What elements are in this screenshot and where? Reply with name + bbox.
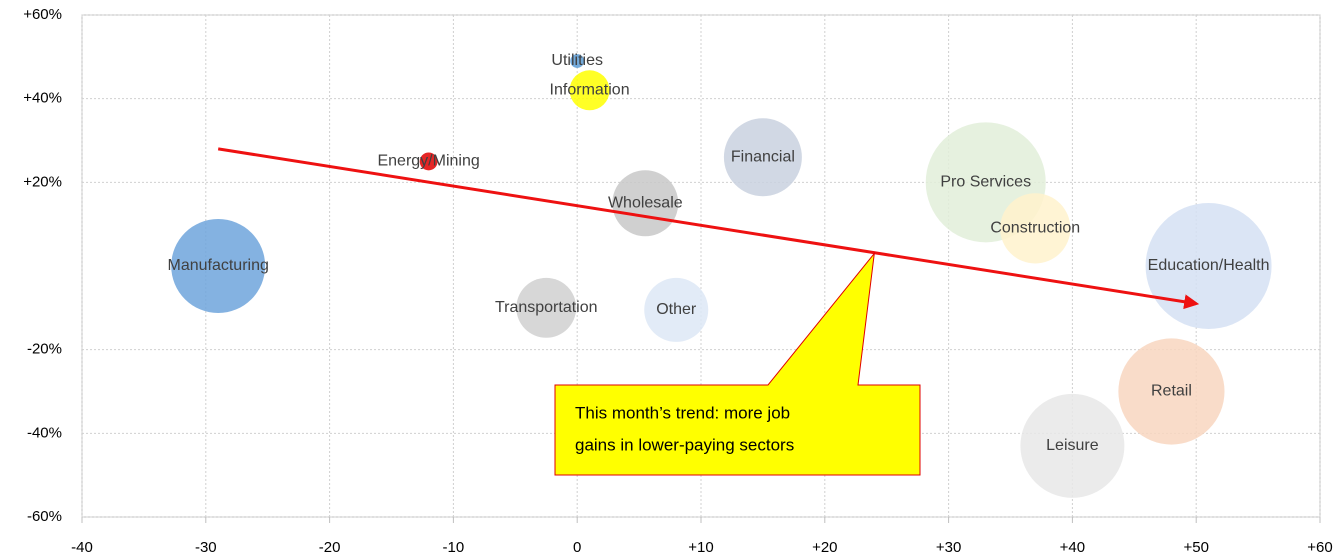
y-tick-label: -20%: [27, 341, 62, 358]
bubble: [644, 277, 709, 342]
bubble-label: Information: [550, 82, 630, 99]
bubble-label: Wholesale: [608, 194, 683, 211]
callout-text: gains in lower-paying sectors: [575, 435, 794, 454]
x-tick-label: +30: [936, 539, 961, 556]
bubble-label: Financial: [731, 148, 795, 165]
bubble-label: Transportation: [495, 299, 598, 316]
bubble-label: Pro Services: [940, 174, 1031, 191]
x-tick-label: -30: [195, 539, 217, 556]
callout: [554, 251, 921, 476]
bubble: [1000, 193, 1071, 264]
x-tick-label: -10: [443, 539, 465, 556]
y-tick-label: +60%: [23, 6, 62, 23]
y-tick-label: +20%: [23, 173, 62, 190]
x-tick-label: 0: [573, 539, 581, 556]
bubble: [1145, 203, 1272, 329]
bubble-label: Other: [656, 301, 697, 318]
bubble-label: Utilities: [551, 52, 603, 69]
x-tick-label: +60: [1307, 539, 1332, 556]
bubble: [570, 54, 585, 68]
bubble-label: Energy/Mining: [377, 153, 479, 170]
bubble: [723, 118, 802, 197]
bubble: [569, 70, 610, 111]
x-tick-label: +20: [812, 539, 837, 556]
bubble: [419, 152, 438, 171]
bubble-label: Education/Health: [1148, 257, 1270, 274]
callout-text: This month’s trend: more job: [575, 403, 790, 422]
y-tick-label: +40%: [23, 90, 62, 107]
bubble-label: Construction: [990, 220, 1080, 237]
x-tick-label: +10: [688, 539, 713, 556]
trend-arrow: [217, 147, 1200, 310]
x-tick-label: +40: [1060, 539, 1085, 556]
y-tick-label: -60%: [27, 508, 62, 525]
bubble: [1118, 338, 1225, 445]
bubble-label: Retail: [1151, 383, 1192, 400]
bubble-label: Leisure: [1046, 437, 1099, 454]
bubble: [516, 277, 577, 338]
x-tick-label: -20: [319, 539, 341, 556]
bubble-label: Manufacturing: [167, 257, 268, 274]
bubble: [1020, 393, 1125, 498]
x-tick-label: -40: [71, 539, 93, 556]
y-tick-label: -40%: [27, 424, 62, 441]
bubble: [171, 219, 266, 313]
x-tick-label: +50: [1183, 539, 1208, 556]
